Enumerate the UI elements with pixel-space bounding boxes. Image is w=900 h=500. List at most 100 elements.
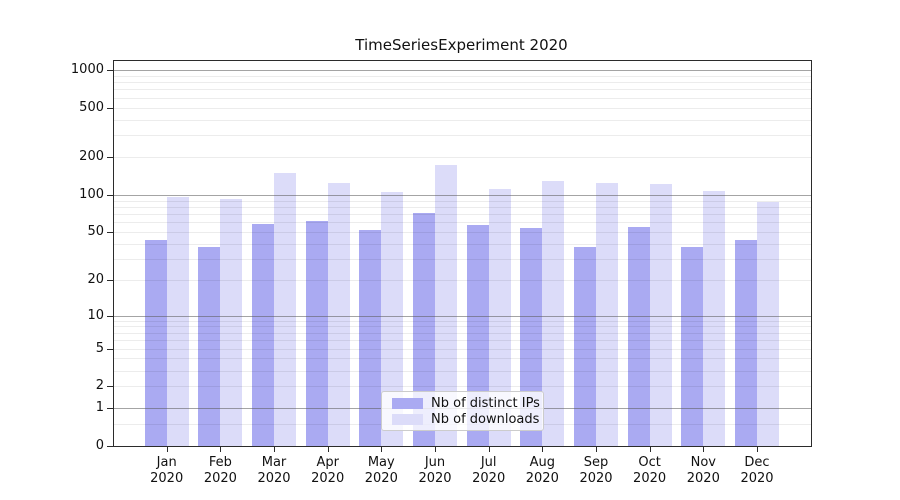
bar-downloads — [327, 182, 350, 446]
x-tick-month: Apr — [316, 455, 339, 470]
x-tick-month: Feb — [208, 455, 232, 470]
x-tick-mark — [596, 447, 597, 452]
x-tick-label: Apr 2020 — [300, 455, 356, 487]
plot-area: Nb of distinct IPs Nb of downloads 0 1 2 5 10… — [71, 60, 812, 486]
bar-distinct-ips — [573, 246, 596, 446]
bar-distinct-ips — [466, 225, 489, 446]
y-tick-label: 5 — [95, 340, 104, 356]
gridline-minor — [114, 119, 811, 121]
bar-distinct-ips — [359, 229, 382, 446]
bar-downloads — [649, 184, 672, 446]
chart-title: TimeSeriesExperiment 2020 — [355, 36, 568, 54]
x-tick-month: Oct — [638, 455, 661, 470]
y-tick-label: 1000 — [70, 62, 104, 77]
x-tick-month: May — [367, 455, 395, 470]
x-tick-label: Jun 2020 — [407, 455, 463, 487]
bar-distinct-ips — [627, 227, 650, 446]
bar-downloads — [274, 172, 297, 446]
gridline-major — [114, 70, 811, 71]
x-tick-year: 2020 — [633, 471, 667, 486]
y-tick-mark — [107, 107, 113, 109]
gridline-minor — [114, 89, 811, 91]
gridline-minor — [114, 157, 811, 159]
bar-downloads — [488, 189, 511, 446]
y-tick-label: 50 — [87, 224, 104, 239]
x-tick-year: 2020 — [525, 471, 559, 486]
y-tick-mark — [107, 157, 113, 159]
x-tick-mark — [703, 447, 705, 452]
gridline-minor — [114, 82, 811, 84]
bar-distinct-ips — [198, 246, 221, 446]
x-tick-month: Dec — [744, 455, 770, 470]
y-tick-label: 0 — [95, 438, 104, 453]
x-tick-month: Sep — [583, 455, 609, 470]
y-tick-label: 200 — [79, 149, 104, 165]
bar-downloads — [435, 164, 457, 446]
y-tick-mark — [107, 70, 113, 71]
y-tick-mark — [107, 348, 113, 350]
y-tick-label: 1 — [95, 400, 104, 416]
x-tick-mark — [166, 447, 168, 452]
x-tick-month: Aug — [529, 455, 555, 470]
bar-distinct-ips — [305, 220, 328, 446]
x-tick-year: 2020 — [418, 471, 452, 486]
x-tick-mark — [274, 447, 275, 452]
bar-distinct-ips — [681, 246, 704, 446]
x-tick-year: 2020 — [203, 471, 237, 486]
legend-row: Nb of downloads — [392, 412, 539, 428]
bar-distinct-ips — [144, 240, 167, 446]
y-tick-label: 2 — [95, 378, 104, 394]
bar-downloads — [756, 201, 779, 446]
bar-downloads — [166, 196, 189, 446]
bar-distinct-ips — [734, 240, 757, 446]
bar-distinct-ips — [413, 212, 435, 446]
legend-row: Nb of distinct IPs — [392, 396, 540, 412]
x-tick-label: Sep 2020 — [568, 455, 624, 487]
legend-label: Nb of downloads — [431, 411, 540, 427]
y-tick-mark — [107, 194, 113, 196]
x-tick-month: Jun — [424, 455, 446, 470]
x-tick-month: Mar — [261, 455, 287, 470]
bar-downloads — [542, 181, 565, 446]
x-tick-mark — [649, 447, 651, 452]
gridline-minor — [114, 107, 811, 109]
x-tick-mark — [757, 447, 758, 452]
y-tick-label: 500 — [79, 99, 104, 115]
x-tick-label: Mar 2020 — [246, 455, 302, 487]
x-tick-mark — [435, 447, 436, 452]
gridline-minor — [114, 97, 811, 99]
x-tick-label: Aug 2020 — [514, 455, 570, 487]
x-tick-mark — [220, 447, 222, 452]
x-tick-year: 2020 — [686, 471, 720, 486]
x-tick-label: Nov 2020 — [675, 455, 731, 487]
x-tick-mark — [542, 447, 544, 452]
legend: Nb of distinct IPs Nb of downloads — [381, 391, 544, 431]
x-tick-label: Jul 2020 — [461, 455, 517, 487]
x-tick-mark — [488, 447, 490, 452]
bar-downloads — [220, 198, 243, 446]
x-tick-mark — [327, 447, 329, 452]
y-tick-mark — [107, 280, 113, 282]
x-tick-month: Jul — [480, 455, 497, 470]
x-tick-mark — [381, 447, 383, 452]
y-tick-label: 100 — [79, 186, 104, 202]
gridline-minor — [114, 135, 811, 137]
x-tick-month: Nov — [690, 455, 716, 470]
x-tick-year: 2020 — [257, 471, 291, 486]
y-tick-label: 10 — [87, 307, 104, 323]
bar-downloads — [595, 182, 618, 446]
y-tick-mark — [107, 386, 113, 388]
x-tick-month: Jan — [156, 455, 177, 470]
x-tick-label: May 2020 — [353, 455, 409, 487]
x-tick-year: 2020 — [579, 471, 613, 486]
bar-distinct-ips — [252, 224, 275, 446]
x-tick-year: 2020 — [740, 471, 774, 486]
legend-label: Nb of distinct IPs — [431, 396, 540, 412]
y-tick-label: 20 — [87, 272, 104, 288]
x-tick-label: Oct 2020 — [622, 455, 678, 487]
x-tick-year: 2020 — [364, 471, 398, 486]
gridline-minor — [114, 75, 811, 77]
x-tick-label: Jan 2020 — [139, 455, 195, 487]
x-tick-label: Feb 2020 — [192, 455, 248, 487]
